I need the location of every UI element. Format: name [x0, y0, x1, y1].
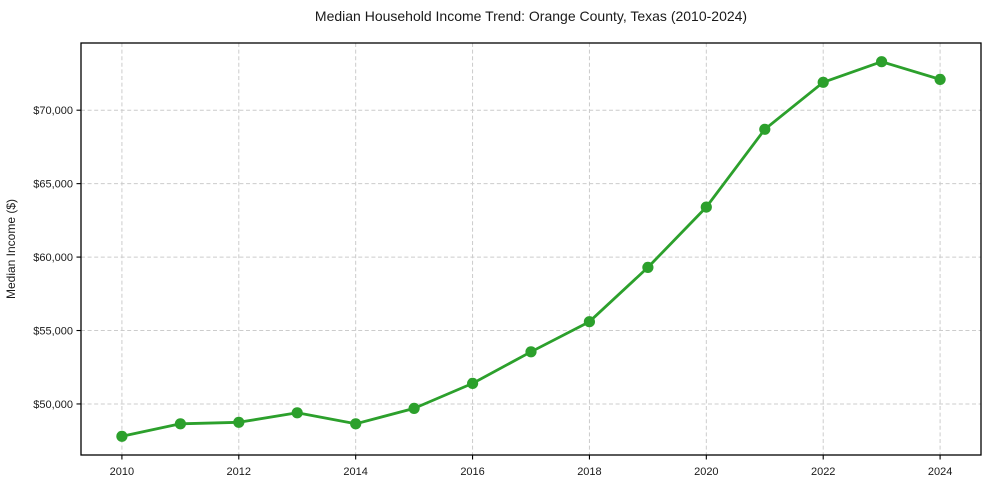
data-point-2023	[876, 56, 888, 68]
data-point-2018	[583, 316, 596, 328]
grid-layer	[81, 43, 981, 455]
data-point-2011	[174, 418, 186, 430]
y-tick-label-65000: $65,000	[33, 179, 73, 191]
data-point-2016	[467, 377, 479, 389]
x-tick-label-2020: 2020	[694, 466, 718, 478]
data-point-2017	[525, 346, 537, 358]
x-tick-label-2010: 2010	[110, 466, 134, 478]
y-axis-label: Median Income ($)	[4, 199, 18, 299]
data-point-2024	[934, 73, 946, 85]
data-point-2020	[700, 201, 712, 213]
data-point-2021	[759, 123, 771, 135]
data-point-2019	[642, 261, 654, 273]
y-tick-label-70000: $70,000	[33, 105, 73, 117]
data-point-2014	[350, 418, 362, 430]
chart-title: Median Household Income Trend: Orange Co…	[315, 8, 747, 24]
data-point-2013	[291, 407, 303, 419]
trend-line-series	[116, 56, 946, 442]
x-tick-label-2016: 2016	[460, 466, 484, 478]
data-point-2022	[817, 76, 829, 88]
data-point-2012	[233, 416, 245, 428]
tick-layer: 2010 2012 2014 2016 2018 2020 2022 2024 $50,000 $…	[33, 105, 952, 478]
x-tick-label-2024: 2024	[928, 466, 952, 478]
trend-line	[120, 60, 942, 438]
x-tick-label-2014: 2014	[343, 466, 367, 478]
data-point-2010	[116, 430, 128, 442]
x-tick-label-2018: 2018	[577, 466, 601, 478]
x-tick-label-2012: 2012	[227, 466, 251, 478]
plot-border	[80, 42, 982, 456]
y-tick-label-50000: $50,000	[33, 399, 73, 411]
y-tick-label-60000: $60,000	[33, 252, 73, 264]
y-tick-label-55000: $55,000	[33, 326, 73, 338]
data-point-2015	[408, 402, 420, 414]
x-tick-label-2022: 2022	[811, 466, 835, 478]
